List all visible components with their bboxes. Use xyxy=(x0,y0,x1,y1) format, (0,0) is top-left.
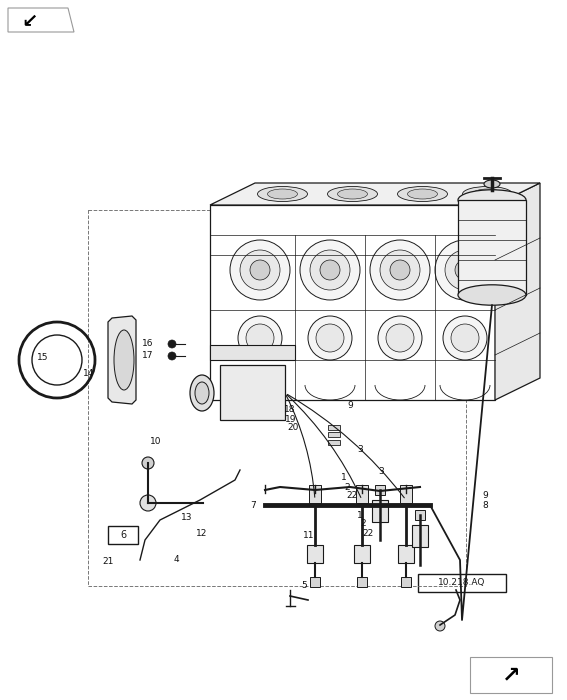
FancyBboxPatch shape xyxy=(220,365,285,420)
Ellipse shape xyxy=(472,189,502,199)
FancyBboxPatch shape xyxy=(328,425,340,430)
Circle shape xyxy=(240,250,280,290)
FancyBboxPatch shape xyxy=(372,500,388,522)
Text: 2: 2 xyxy=(344,482,350,491)
Circle shape xyxy=(238,316,282,360)
Text: 7: 7 xyxy=(250,500,256,510)
FancyBboxPatch shape xyxy=(357,577,367,587)
Polygon shape xyxy=(210,183,540,205)
FancyBboxPatch shape xyxy=(108,526,138,544)
FancyBboxPatch shape xyxy=(328,440,340,445)
FancyBboxPatch shape xyxy=(328,432,340,437)
Text: ↙: ↙ xyxy=(22,13,38,32)
FancyBboxPatch shape xyxy=(418,574,506,592)
Text: 22: 22 xyxy=(362,528,374,538)
Circle shape xyxy=(142,457,154,469)
Text: 14: 14 xyxy=(83,370,95,379)
Circle shape xyxy=(246,324,274,352)
Circle shape xyxy=(445,250,485,290)
Text: 18: 18 xyxy=(284,405,296,414)
Circle shape xyxy=(390,260,410,280)
Polygon shape xyxy=(210,205,495,400)
Text: 3: 3 xyxy=(378,468,384,477)
Text: 19: 19 xyxy=(285,414,297,424)
FancyBboxPatch shape xyxy=(398,545,414,563)
Circle shape xyxy=(451,324,479,352)
FancyBboxPatch shape xyxy=(375,485,385,495)
Text: 5: 5 xyxy=(301,582,307,591)
Text: ↗: ↗ xyxy=(502,665,521,685)
Text: 1: 1 xyxy=(357,510,363,519)
Text: 9: 9 xyxy=(347,400,353,410)
Text: 22: 22 xyxy=(346,491,358,500)
Ellipse shape xyxy=(484,180,500,188)
Text: 8: 8 xyxy=(482,500,488,510)
Text: 20: 20 xyxy=(287,424,299,433)
Polygon shape xyxy=(210,345,295,360)
Text: 3: 3 xyxy=(357,444,363,454)
Text: 12: 12 xyxy=(196,528,208,538)
Text: 10: 10 xyxy=(150,437,162,445)
Text: 17: 17 xyxy=(142,351,154,360)
Ellipse shape xyxy=(114,330,134,390)
Polygon shape xyxy=(8,8,74,32)
FancyBboxPatch shape xyxy=(309,485,321,503)
Circle shape xyxy=(320,260,340,280)
FancyBboxPatch shape xyxy=(470,657,552,693)
Text: 16: 16 xyxy=(142,340,154,349)
Circle shape xyxy=(250,260,270,280)
Circle shape xyxy=(168,352,176,360)
Ellipse shape xyxy=(268,189,298,199)
Circle shape xyxy=(443,316,487,360)
Ellipse shape xyxy=(458,190,526,210)
Circle shape xyxy=(300,240,360,300)
FancyBboxPatch shape xyxy=(307,545,323,563)
Ellipse shape xyxy=(337,189,367,199)
Text: 21: 21 xyxy=(102,557,114,566)
Circle shape xyxy=(316,324,344,352)
Text: 10.218.AQ: 10.218.AQ xyxy=(438,578,486,587)
FancyBboxPatch shape xyxy=(458,200,526,295)
Text: 9: 9 xyxy=(482,491,488,500)
Circle shape xyxy=(455,260,475,280)
Text: 2: 2 xyxy=(360,519,366,528)
Circle shape xyxy=(308,316,352,360)
Text: 6: 6 xyxy=(120,530,126,540)
Ellipse shape xyxy=(328,186,378,202)
Circle shape xyxy=(140,495,156,511)
FancyBboxPatch shape xyxy=(400,485,412,503)
Circle shape xyxy=(168,340,176,348)
Ellipse shape xyxy=(408,189,438,199)
Circle shape xyxy=(380,250,420,290)
Circle shape xyxy=(386,324,414,352)
FancyBboxPatch shape xyxy=(356,485,368,503)
FancyBboxPatch shape xyxy=(354,545,370,563)
Ellipse shape xyxy=(463,186,513,202)
Circle shape xyxy=(435,240,495,300)
Text: 11: 11 xyxy=(303,531,315,540)
Text: 1: 1 xyxy=(341,473,347,482)
Ellipse shape xyxy=(458,285,526,305)
Text: 4: 4 xyxy=(173,556,179,564)
Text: 13: 13 xyxy=(181,514,193,522)
Ellipse shape xyxy=(190,375,214,411)
Ellipse shape xyxy=(257,186,307,202)
FancyBboxPatch shape xyxy=(415,510,425,520)
FancyBboxPatch shape xyxy=(401,577,411,587)
Circle shape xyxy=(230,240,290,300)
Polygon shape xyxy=(495,183,540,400)
Ellipse shape xyxy=(195,382,209,404)
Ellipse shape xyxy=(397,186,447,202)
FancyBboxPatch shape xyxy=(310,577,320,587)
FancyBboxPatch shape xyxy=(412,525,428,547)
Circle shape xyxy=(310,250,350,290)
Text: 15: 15 xyxy=(37,353,49,361)
Polygon shape xyxy=(108,316,136,404)
Circle shape xyxy=(370,240,430,300)
Circle shape xyxy=(378,316,422,360)
Circle shape xyxy=(435,621,445,631)
